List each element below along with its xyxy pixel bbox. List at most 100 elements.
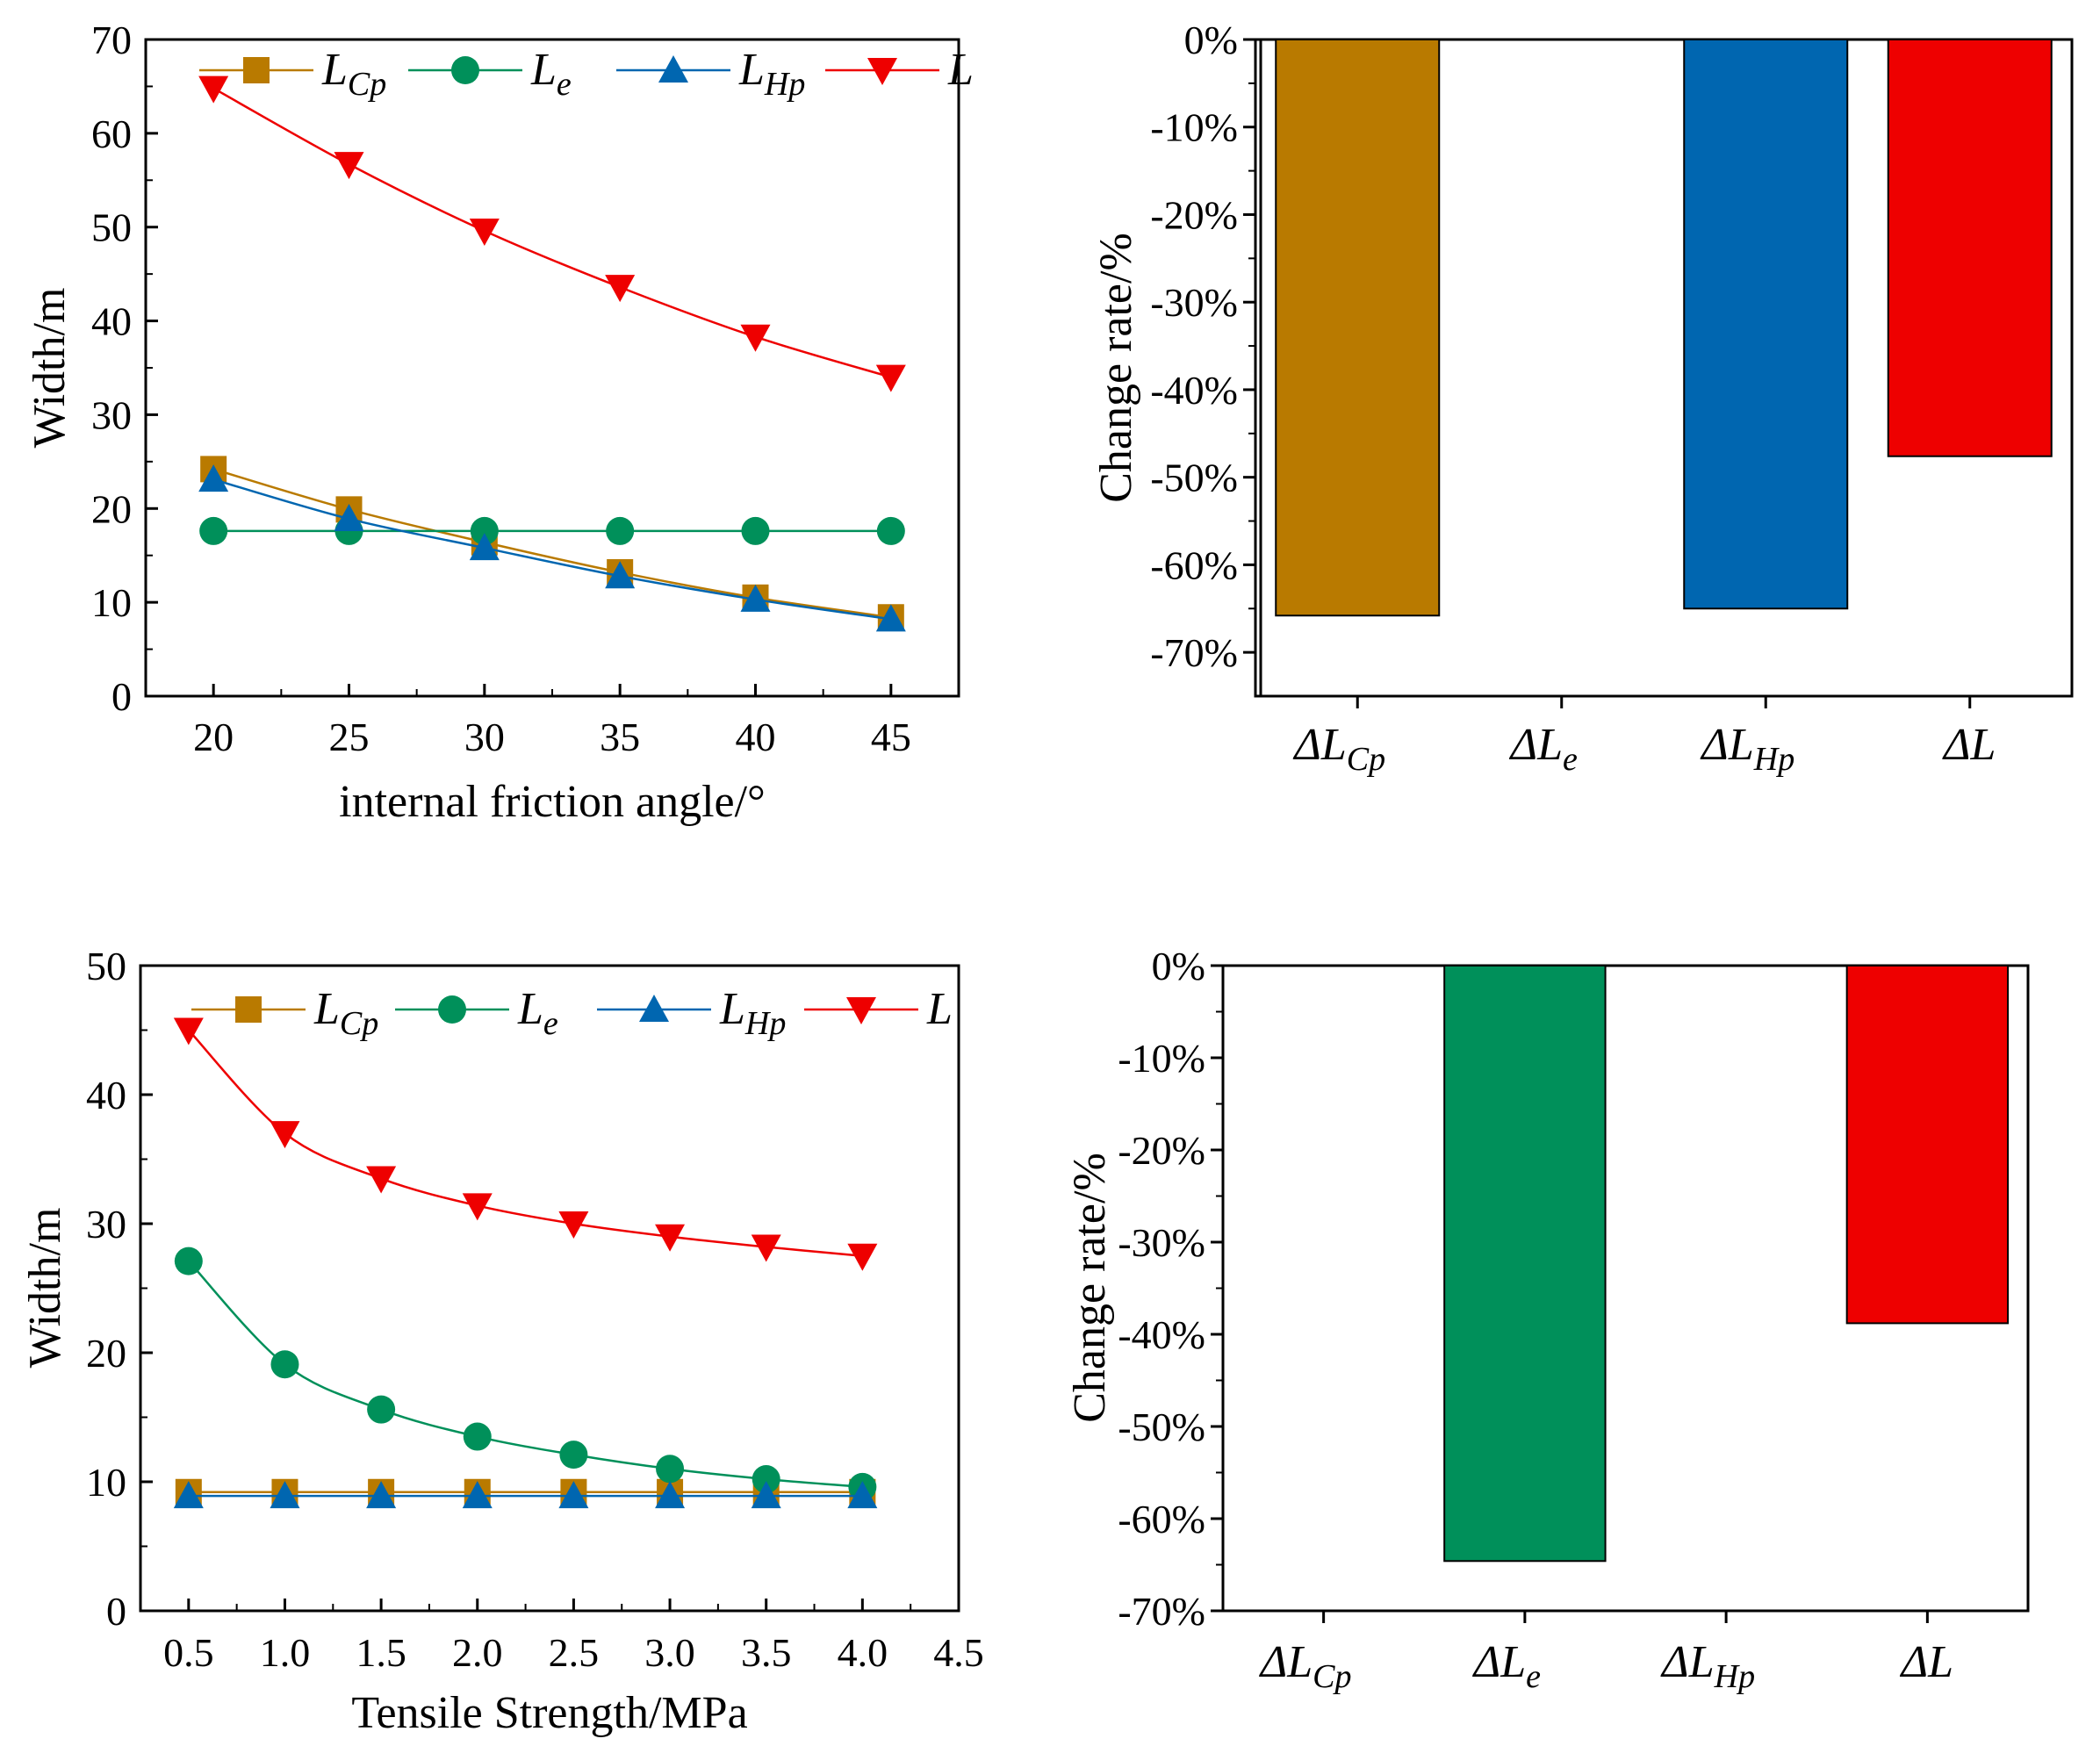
category-label-subscript: e — [1526, 1658, 1541, 1695]
legend-marker — [867, 58, 897, 85]
legend-label-subscript: Cp — [348, 66, 386, 103]
data-point-marker — [174, 1247, 203, 1275]
y-tick-label: -30% — [1118, 1220, 1205, 1265]
y-axis-title: Change rate/% — [1091, 233, 1141, 503]
x-axis-title: internal friction angle/° — [339, 777, 766, 827]
legend-label-subscript: Hp — [764, 66, 805, 103]
legend-marker — [235, 996, 262, 1023]
category-label-main: ΔL — [1472, 1637, 1526, 1687]
legend-label: L — [947, 45, 974, 95]
y-axis-title: Width/m — [20, 1208, 70, 1369]
y-tick-label: -70% — [1150, 630, 1238, 675]
data-point-marker — [655, 1224, 686, 1252]
category-label-subscript: Cp — [1312, 1658, 1351, 1695]
y-tick-label: -70% — [1118, 1589, 1205, 1634]
legend-item: L — [804, 984, 953, 1034]
legend-label-main: L — [947, 45, 974, 95]
legend-marker — [639, 995, 669, 1022]
data-point-marker — [741, 516, 770, 545]
y-tick-label: -60% — [1150, 542, 1238, 587]
series-e — [199, 516, 905, 545]
y-tick-label: -50% — [1118, 1405, 1205, 1449]
legend-marker — [658, 55, 688, 83]
x-tick-label: 2.0 — [452, 1630, 503, 1675]
y-tick-label: 0 — [111, 674, 132, 719]
category-label-main: ΔL — [1700, 720, 1753, 770]
category-label-main: ΔL — [1509, 720, 1563, 770]
y-tick-label: -50% — [1150, 456, 1238, 500]
data-point-marker — [876, 516, 905, 545]
y-tick-label: 0% — [1152, 944, 1205, 988]
y-tick-label: -40% — [1118, 1312, 1205, 1357]
data-point-marker — [656, 1455, 685, 1484]
legend-item: LHp — [616, 45, 805, 103]
series-L — [198, 75, 906, 392]
legend: LCp Le LHp L — [191, 984, 953, 1042]
y-tick-label: 50 — [86, 944, 126, 988]
legend-label: LHp — [738, 45, 805, 103]
data-point-marker — [875, 364, 906, 392]
x-tick-label: 1.5 — [356, 1630, 406, 1675]
category-label: ΔLCp — [1292, 720, 1385, 778]
plot-frame — [1254, 38, 2074, 698]
y-tick-label: -20% — [1150, 192, 1238, 237]
x-tick-label: 40 — [736, 715, 776, 759]
data-point-marker — [847, 1243, 878, 1271]
data-point-marker — [752, 1465, 780, 1494]
data-point-marker — [740, 584, 771, 612]
legend-label: LCp — [321, 45, 386, 103]
bar-Cp — [1275, 39, 1441, 617]
data-point-marker — [606, 516, 635, 545]
legend-label: LCp — [313, 984, 378, 1042]
category-label-main: ΔL — [1900, 1637, 1953, 1687]
category-label-main: ΔL — [1259, 1637, 1312, 1687]
data-point-marker — [366, 1166, 397, 1194]
data-point-marker — [469, 533, 500, 561]
legend-label-main: L — [517, 984, 543, 1034]
bar-L — [1887, 39, 2053, 457]
y-tick-label: -20% — [1118, 1128, 1205, 1173]
legend-item: Le — [395, 984, 558, 1042]
category-label: ΔLHp — [1660, 1637, 1755, 1695]
data-point-marker — [199, 516, 228, 545]
category-label-subscript: Hp — [1753, 741, 1794, 778]
data-point-marker — [470, 516, 499, 545]
data-point-marker — [847, 1481, 878, 1509]
series-Hp — [198, 464, 906, 632]
x-tick-label: 3.0 — [644, 1630, 695, 1675]
x-tick-label: 30 — [464, 715, 505, 759]
y-tick-label: 40 — [86, 1073, 126, 1117]
y-tick-label: 10 — [86, 1460, 126, 1505]
x-tick-label: 3.5 — [741, 1630, 792, 1675]
y-tick-label: 40 — [91, 299, 132, 344]
legend-marker — [846, 997, 876, 1024]
y-tick-label: -30% — [1150, 280, 1238, 325]
legend-label-subscript: Cp — [340, 1005, 378, 1042]
legend-item: L — [825, 45, 974, 95]
legend-item: LCp — [199, 45, 386, 103]
plot-frame — [139, 964, 960, 1613]
legend-label-main: L — [719, 984, 745, 1034]
x-axis-title: Tensile Strength/MPa — [351, 1688, 747, 1738]
data-point-marker — [173, 1481, 204, 1509]
x-tick-label: 45 — [871, 715, 911, 759]
category-label: ΔL — [1900, 1637, 1953, 1687]
category-label-subscript: Hp — [1714, 1658, 1755, 1695]
legend-label-subscript: e — [543, 1005, 558, 1042]
data-point-marker — [334, 152, 364, 180]
y-tick-label: 30 — [91, 392, 132, 437]
data-point-marker — [469, 218, 500, 246]
x-tick-label: 1.0 — [260, 1630, 311, 1675]
series-line — [212, 478, 892, 621]
y-tick-label: 70 — [91, 18, 132, 62]
y-tick-label: 10 — [91, 580, 132, 625]
x-tick-label: 25 — [329, 715, 370, 759]
series-L — [173, 1017, 878, 1271]
legend-marker — [243, 57, 270, 83]
y-tick-label: 0 — [106, 1589, 126, 1634]
data-point-marker — [463, 1422, 492, 1451]
data-point-marker — [173, 1017, 204, 1045]
legend-label-subscript: e — [557, 66, 572, 103]
data-point-marker — [875, 604, 906, 632]
